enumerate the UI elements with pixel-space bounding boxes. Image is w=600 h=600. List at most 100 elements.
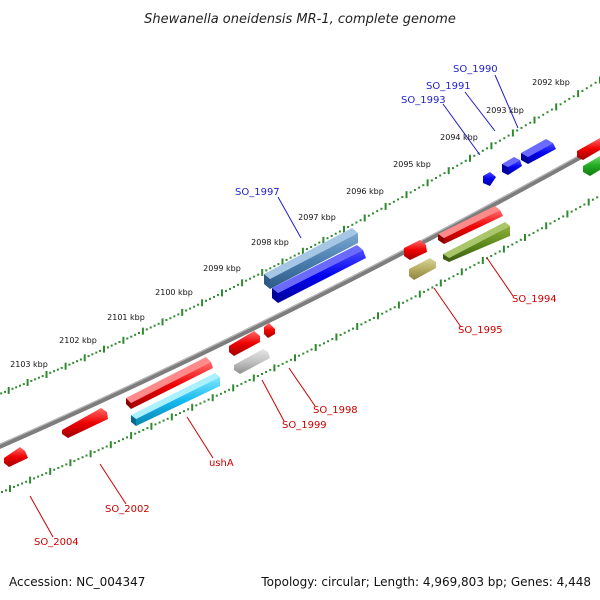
ruler-major-tick bbox=[64, 362, 67, 370]
gene-so-1999-red[interactable] bbox=[229, 331, 260, 356]
gene-label-so-1995[interactable]: SO_1995 bbox=[458, 325, 503, 336]
gene-so-1996[interactable] bbox=[272, 245, 366, 303]
ruler-major-tick bbox=[533, 116, 536, 124]
ruler-minor-tick bbox=[257, 273, 260, 276]
ruler-minor-tick bbox=[410, 297, 413, 300]
ruler-minor-tick bbox=[146, 427, 149, 430]
ruler-minor-tick bbox=[21, 482, 24, 485]
ruler-minor-tick bbox=[297, 252, 300, 255]
ruler-minor-tick bbox=[511, 243, 514, 246]
ruler-major-tick bbox=[89, 450, 92, 458]
ruler-minor-tick bbox=[516, 129, 519, 132]
gene-label-so-1991[interactable]: SO_1991 bbox=[426, 81, 471, 92]
ruler-major-tick bbox=[232, 384, 235, 392]
ruler-minor-tick bbox=[45, 472, 48, 475]
tick-label-2092: 2092 kbp bbox=[532, 78, 570, 87]
plus-strand-genes bbox=[264, 138, 600, 303]
ruler-minor-tick bbox=[60, 366, 63, 369]
gene-label-so-1990[interactable]: SO_1990 bbox=[453, 64, 498, 75]
ruler-minor-tick bbox=[519, 238, 522, 241]
ruler-minor-tick bbox=[392, 200, 395, 203]
ruler-minor-tick bbox=[269, 267, 272, 270]
gene-so-1990[interactable] bbox=[521, 139, 556, 164]
gene-green-right[interactable] bbox=[583, 156, 600, 176]
gene-ushA-red[interactable] bbox=[126, 357, 213, 409]
ruler-minor-tick bbox=[130, 335, 133, 338]
gene-so-1998-red[interactable] bbox=[264, 323, 275, 338]
ruler-minor-tick bbox=[469, 266, 472, 269]
gene-so-2002[interactable] bbox=[62, 408, 108, 438]
ruler-minor-tick bbox=[409, 191, 412, 194]
ruler-minor-tick bbox=[302, 352, 305, 355]
gene-label-so-1997[interactable]: SO_1997 bbox=[235, 187, 280, 198]
ruler-minor-tick bbox=[355, 221, 358, 224]
ruler-major-tick bbox=[301, 247, 304, 255]
ruler-major-tick bbox=[252, 374, 255, 382]
ruler-minor-tick bbox=[310, 348, 313, 351]
ruler-major-tick bbox=[150, 422, 153, 430]
gene-label-so-2004[interactable]: SO_2004 bbox=[34, 537, 79, 548]
ruler-minor-tick bbox=[265, 371, 268, 373]
ruler-minor-tick bbox=[306, 248, 308, 251]
ruler-minor-tick bbox=[422, 184, 425, 187]
ruler-minor-tick bbox=[331, 338, 334, 341]
gene-label-so-2002[interactable]: SO_2002 bbox=[105, 504, 150, 515]
ruler-minor-tick bbox=[189, 307, 192, 310]
ruler-minor-tick bbox=[73, 459, 76, 462]
ruler-minor-tick bbox=[5, 489, 7, 492]
ruler-minor-tick bbox=[562, 215, 565, 218]
ruler-minor-tick bbox=[187, 408, 190, 411]
ruler-major-tick bbox=[587, 198, 590, 206]
gene-so-1999[interactable] bbox=[234, 349, 270, 374]
tick-label-2096: 2096 kbp bbox=[346, 187, 384, 196]
ruler-minor-tick bbox=[142, 429, 145, 431]
gene-label-so-1998[interactable]: SO_1998 bbox=[313, 405, 358, 416]
ruler-minor-tick bbox=[158, 421, 161, 424]
ruler-minor-tick bbox=[427, 288, 430, 291]
ruler-minor-tick bbox=[76, 360, 78, 363]
gene-so-1997[interactable] bbox=[264, 228, 358, 289]
ruler-major-tick bbox=[418, 290, 421, 298]
ruler-minor-tick bbox=[256, 375, 259, 377]
gene-red-top-right[interactable] bbox=[577, 138, 600, 160]
ruler-major-tick bbox=[460, 268, 463, 276]
ruler-minor-tick bbox=[91, 353, 94, 356]
gene-so-1991[interactable] bbox=[502, 157, 522, 175]
ruler-major-tick bbox=[377, 312, 379, 320]
gene-ushA[interactable] bbox=[131, 373, 220, 426]
gene-so-1993[interactable] bbox=[483, 172, 496, 186]
ruler-minor-tick bbox=[574, 208, 577, 211]
ruler-minor-tick bbox=[245, 279, 248, 282]
gene-so-1994[interactable] bbox=[443, 222, 510, 262]
gene-so-2004[interactable] bbox=[4, 447, 28, 467]
ruler-minor-tick bbox=[559, 103, 562, 106]
ruler-minor-tick bbox=[298, 354, 301, 357]
ruler-minor-tick bbox=[481, 149, 484, 152]
ruler-minor-tick bbox=[285, 258, 288, 261]
ruler-minor-tick bbox=[153, 324, 156, 327]
gene-label-ushA[interactable]: ushA bbox=[209, 458, 234, 469]
ruler-minor-tick bbox=[334, 232, 337, 235]
ruler-minor-tick bbox=[338, 230, 341, 233]
ruler-major-tick bbox=[566, 210, 569, 218]
ruler-major-tick bbox=[181, 308, 184, 316]
ruler-minor-tick bbox=[157, 322, 160, 325]
gene-label-so-1993[interactable]: SO_1993 bbox=[401, 95, 446, 106]
ruler-minor-tick bbox=[57, 466, 60, 469]
gene-label-so-1994[interactable]: SO_1994 bbox=[512, 294, 557, 305]
ruler-minor-tick bbox=[557, 217, 560, 220]
ruler-minor-tick bbox=[351, 223, 354, 226]
ruler-minor-tick bbox=[347, 226, 350, 228]
ruler-major-tick bbox=[490, 142, 493, 150]
gene-so-1995[interactable] bbox=[409, 258, 436, 280]
tick-label-2093: 2093 kbp bbox=[486, 106, 524, 115]
gene-label-so-1999[interactable]: SO_1999 bbox=[282, 420, 327, 431]
ruler-minor-tick bbox=[393, 306, 396, 309]
ruler-minor-tick bbox=[452, 167, 454, 170]
ruler-major-tick bbox=[502, 245, 505, 253]
gene-so-1994-red[interactable] bbox=[438, 206, 503, 244]
ruler-minor-tick bbox=[277, 263, 280, 266]
ruler-minor-tick bbox=[293, 254, 296, 257]
gene-so-1995-red[interactable] bbox=[404, 240, 427, 260]
